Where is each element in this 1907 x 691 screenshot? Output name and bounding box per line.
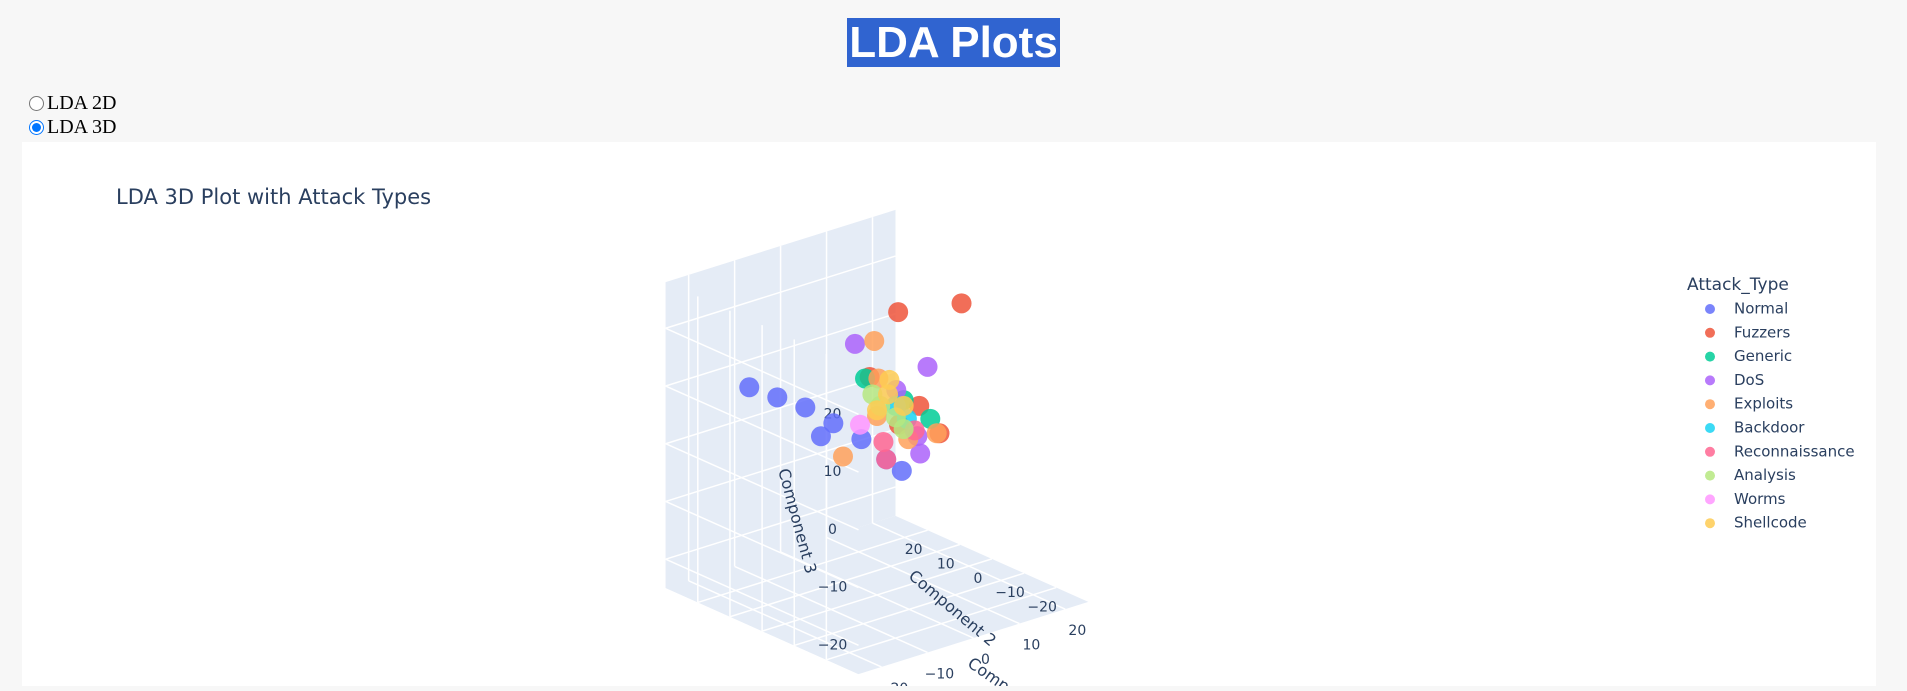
legend-label: Fuzzers (1734, 323, 1790, 341)
radio-button[interactable] (29, 120, 44, 135)
data-point (926, 423, 947, 444)
radio-option[interactable]: LDA 3D (27, 116, 116, 139)
legend-label: Worms (1734, 490, 1786, 508)
data-point (879, 369, 900, 390)
data-point (844, 333, 865, 354)
legend-marker (1705, 351, 1715, 362)
chart: LDA 3D Plot with Attack Types Attack_Typ… (116, 185, 1855, 691)
x-tick-label: 20 (1068, 623, 1086, 639)
legend-label: Shellcode (1734, 514, 1807, 532)
x-tick-label: 0 (981, 652, 990, 668)
legend-label: Exploits (1734, 395, 1793, 413)
radio-label: LDA 2D (47, 92, 117, 114)
data-point (823, 413, 844, 434)
data-point (893, 395, 914, 416)
grid-line (665, 385, 859, 473)
page-title: LDA Plots (847, 18, 1060, 67)
z-tick-label: −10 (818, 580, 848, 596)
data-point (917, 356, 938, 377)
page-header: LDA Plots (0, 18, 1907, 68)
grid-line (665, 486, 896, 560)
y-tick-label: 0 (973, 571, 982, 587)
data-point (767, 387, 788, 408)
data-point (910, 443, 931, 464)
grid-line (665, 500, 859, 589)
legend-marker (1705, 470, 1715, 481)
data-point (810, 426, 831, 447)
legend-title: Attack_Type (1687, 275, 1789, 295)
legend-label: DoS (1734, 371, 1764, 389)
data-point (891, 460, 912, 481)
data-point (878, 384, 899, 405)
x-tick-label: −10 (925, 666, 955, 682)
y-tick-label: −20 (1027, 600, 1057, 616)
legend-marker (1705, 518, 1715, 529)
radio-button[interactable] (29, 96, 44, 111)
legend-marker (1705, 399, 1715, 410)
grid-line (665, 255, 896, 329)
data-point (739, 377, 760, 398)
data-point (832, 446, 853, 467)
z-tick-label: −20 (818, 637, 848, 653)
legend-marker (1705, 446, 1715, 457)
y-tick-label: 20 (905, 542, 923, 558)
grid-line (826, 586, 1057, 661)
y-tick-label: 10 (937, 557, 955, 573)
radio-label: LDA 3D (47, 116, 117, 138)
data-point (873, 431, 894, 452)
legend-label: Backdoor (1734, 419, 1805, 437)
x-tick-label: 10 (1022, 638, 1040, 654)
legend-label: Generic (1734, 347, 1792, 365)
legend-label: Normal (1734, 300, 1788, 318)
legend-marker (1705, 494, 1715, 505)
y-tick-label: −10 (995, 585, 1025, 601)
legend-marker (1705, 304, 1715, 314)
x-axis-title: Component 1 (964, 653, 1063, 686)
z-tick-label: 10 (824, 464, 842, 480)
data-point (849, 414, 870, 435)
data-point (864, 330, 885, 351)
z-tick-label: 0 (828, 522, 837, 538)
grid-line (665, 558, 859, 646)
data-point (951, 293, 972, 314)
grid-line (665, 443, 859, 531)
data-point (888, 302, 909, 323)
data-point (862, 384, 883, 405)
legend-marker (1705, 423, 1715, 433)
legend-label: Analysis (1734, 466, 1796, 484)
legend-marker (1705, 375, 1715, 386)
data-point (795, 397, 816, 418)
plot-container: LDA 3D Plot with Attack Types Attack_Typ… (22, 142, 1876, 691)
grid-line (665, 313, 896, 387)
data-point (867, 400, 887, 421)
data-point (876, 449, 897, 470)
x-tick-label: −20 (879, 681, 909, 686)
grid-line (665, 327, 859, 416)
data-point (851, 429, 872, 450)
data-point (893, 418, 914, 439)
chart-title: LDA 3D Plot with Attack Types (116, 185, 431, 209)
legend-marker (1705, 327, 1715, 338)
legend-label: Reconnaissance (1734, 442, 1855, 460)
radio-option[interactable]: LDA 2D (27, 92, 116, 115)
